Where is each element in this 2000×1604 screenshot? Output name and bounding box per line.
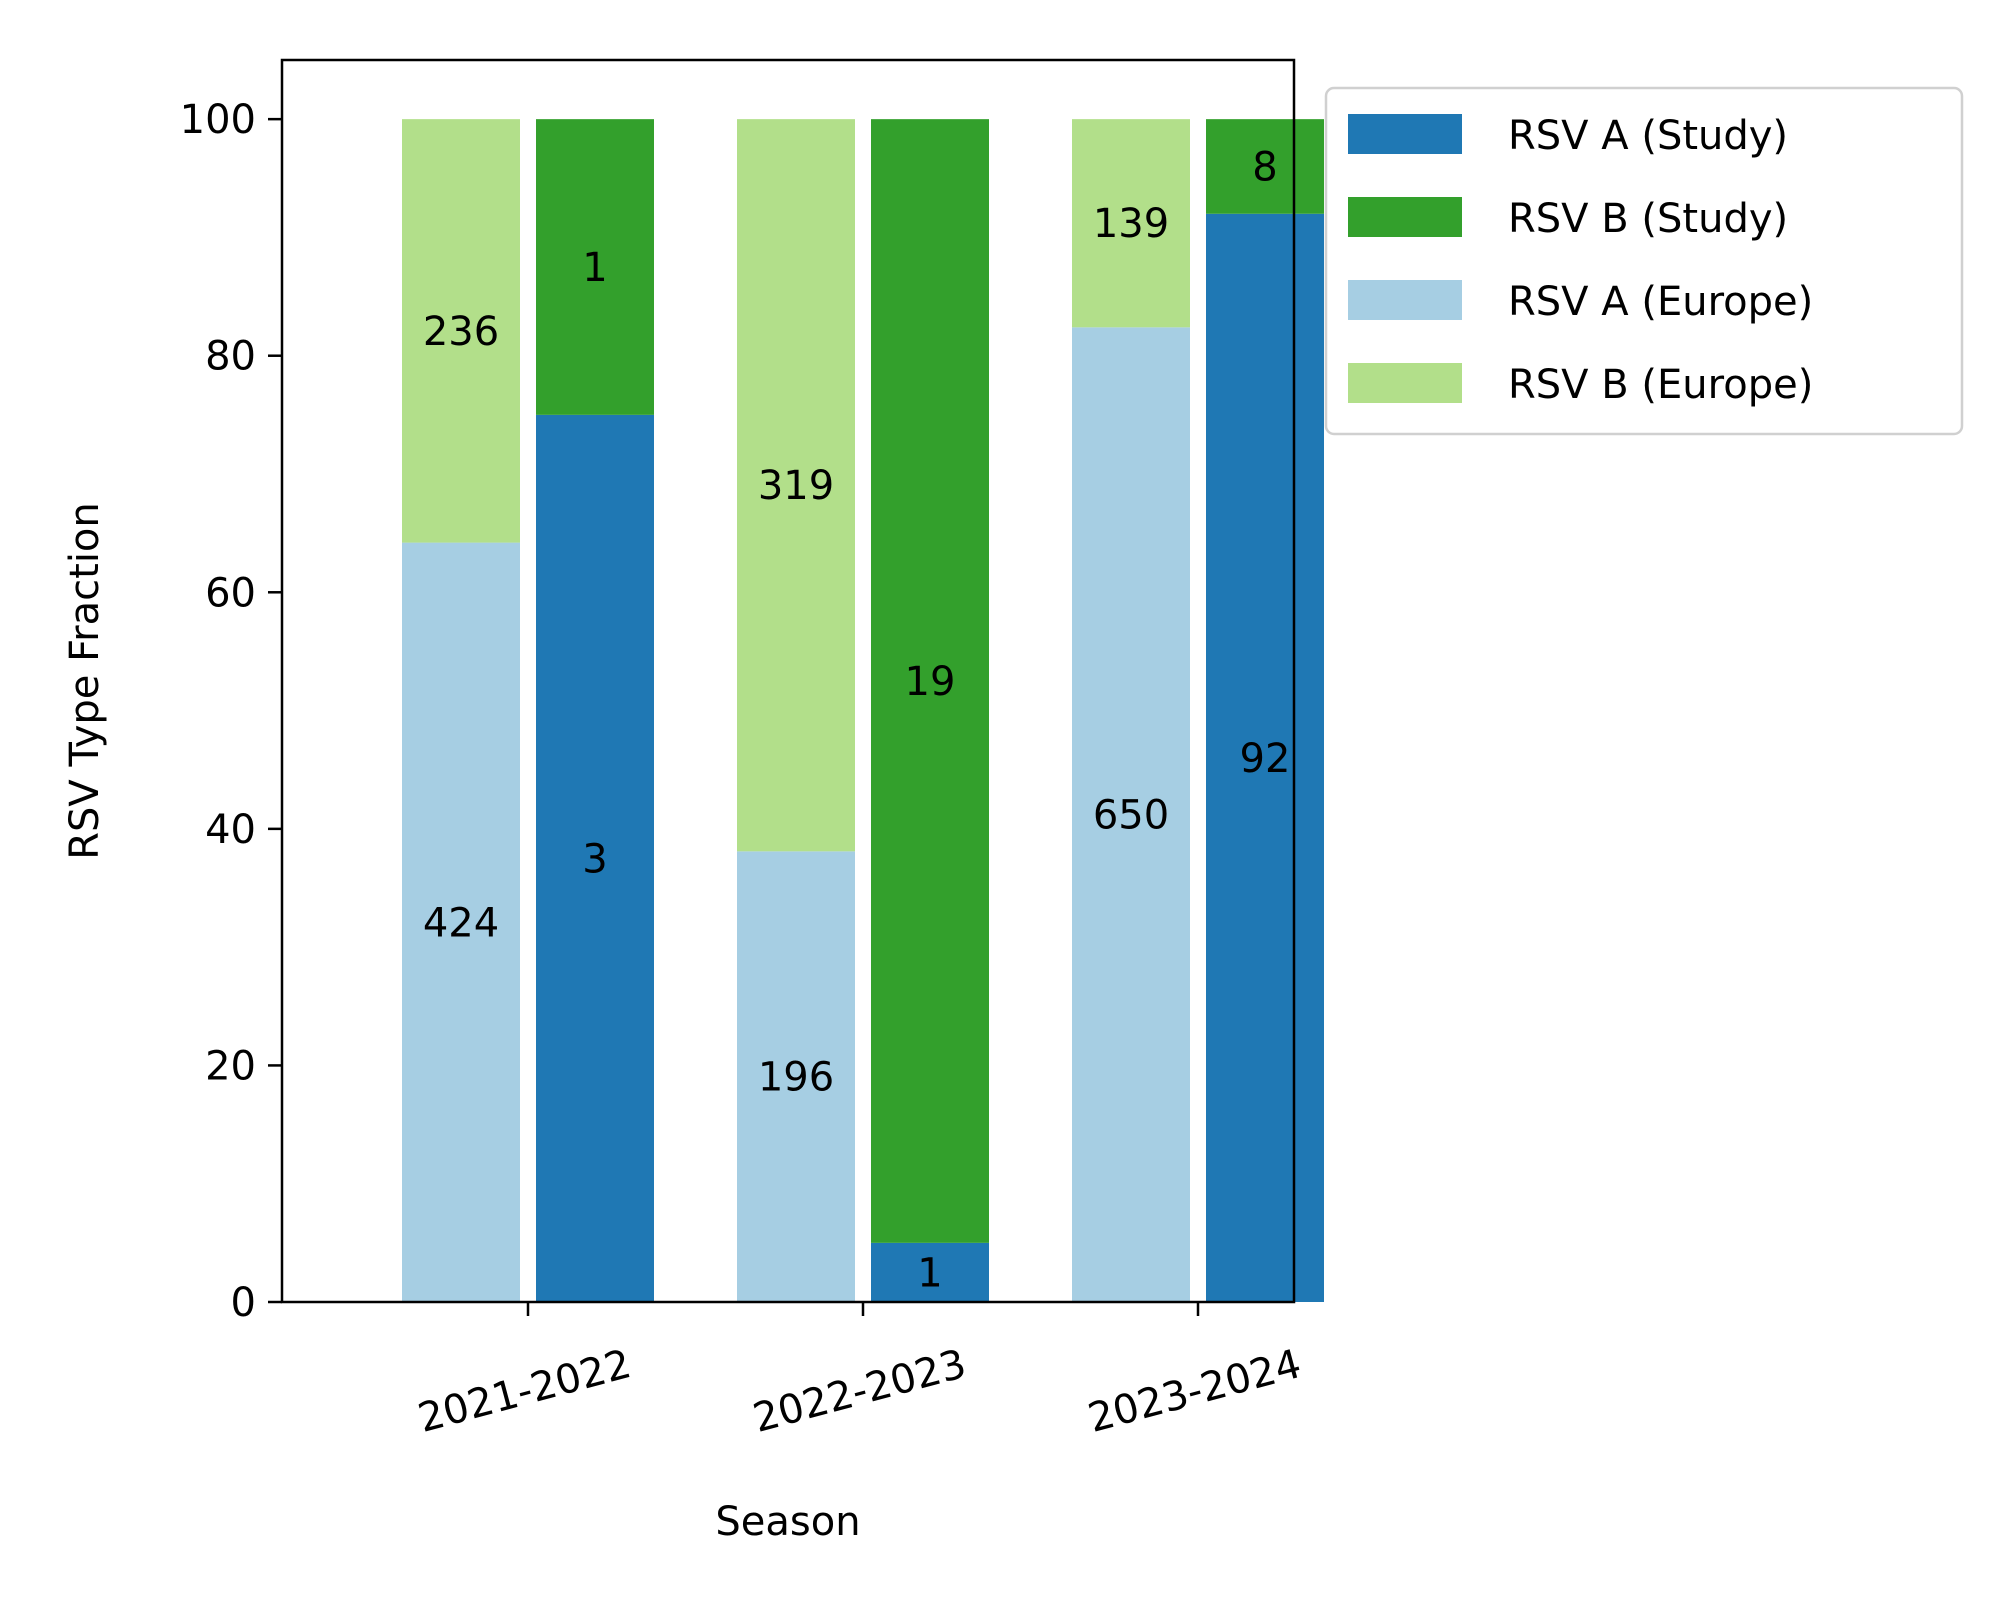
legend-item-rsv-a-europe[interactable]: RSV A (Europe) [1348, 279, 1813, 325]
legend-label-rsv-a-europe: RSV A (Europe) [1508, 279, 1813, 325]
bar-rsv-a-europe-2023-2024 [1072, 327, 1190, 1303]
legend-label-rsv-b-study: RSV B (Study) [1508, 196, 1788, 242]
bar-rsv-b-study-2021-2022 [536, 119, 654, 415]
legend-box [1324, 86, 1964, 436]
bar-label-rsv-b-study-2022-2023: 19 [905, 659, 956, 705]
legend-swatch-rsv-a-europe [1348, 280, 1462, 320]
bar-label-rsv-a-europe-2021-2022: 424 [423, 900, 499, 946]
bar-rsv-b-europe-2022-2023 [737, 119, 855, 852]
bar-label-rsv-a-europe-2022-2023: 196 [758, 1055, 834, 1101]
bar-label-rsv-b-europe-2022-2023: 319 [758, 463, 834, 509]
legend-swatch-rsv-b-europe [1348, 363, 1462, 403]
legend-label-rsv-a-study: RSV A (Study) [1508, 113, 1788, 159]
plot-area-frame [280, 58, 1296, 1304]
bar-rsv-b-study-2022-2023 [871, 119, 989, 1243]
y-axis-label: RSV Type Fraction [62, 502, 108, 860]
bar-label-rsv-b-europe-2021-2022: 236 [423, 309, 499, 355]
bar-rsv-a-study-2022-2023 [871, 1242, 989, 1302]
bar-count-labels: 424 236 3 1 196 319 1 19 650 139 92 8 [423, 144, 1291, 1296]
legend-item-rsv-a-study[interactable]: RSV A (Study) [1348, 113, 1788, 159]
legend-swatch-rsv-b-study [1348, 197, 1462, 237]
bar-rsv-a-study-2021-2022 [536, 414, 654, 1302]
y-tick-label-40: 40 [205, 807, 256, 853]
legend[interactable]: RSV A (Study) RSV B (Study) RSV A (Europe)… [1324, 86, 1964, 436]
bar-label-rsv-b-europe-2023-2024: 139 [1093, 201, 1169, 247]
bar-rsv-b-europe-2021-2022 [402, 119, 520, 543]
bar-label-rsv-a-study-2021-2022: 3 [582, 836, 607, 882]
y-axis: 0 20 40 60 80 100 [180, 97, 282, 1326]
x-axis-label: Season [715, 1499, 860, 1545]
y-tick-label-60: 60 [205, 570, 256, 616]
y-tick-label-100: 100 [180, 97, 256, 143]
bar-rsv-b-europe-2023-2024 [1072, 119, 1190, 328]
bar-rsv-b-study-2023-2024 [1206, 119, 1324, 214]
y-tick-label-0: 0 [231, 1280, 256, 1326]
bar-rsv-a-europe-2021-2022 [402, 542, 520, 1302]
bar-label-rsv-a-study-2022-2023: 1 [917, 1250, 942, 1296]
bar-label-rsv-b-study-2021-2022: 1 [582, 245, 607, 291]
legend-item-rsv-b-europe[interactable]: RSV B (Europe) [1348, 362, 1813, 408]
bar-label-rsv-a-study-2023-2024: 92 [1240, 736, 1291, 782]
y-tick-label-20: 20 [205, 1043, 256, 1089]
bar-rsv-a-europe-2022-2023 [737, 851, 855, 1302]
legend-label-rsv-b-europe: RSV B (Europe) [1508, 362, 1813, 408]
bar-label-rsv-a-europe-2023-2024: 650 [1093, 793, 1169, 839]
bar-rsv-a-study-2023-2024 [1206, 213, 1324, 1302]
legend-item-rsv-b-study[interactable]: RSV B (Study) [1348, 196, 1788, 242]
bar-label-rsv-b-study-2023-2024: 8 [1252, 144, 1277, 190]
bars-layer [402, 119, 1324, 1303]
legend-swatch-rsv-a-study [1348, 114, 1462, 154]
y-tick-label-80: 80 [205, 334, 256, 380]
